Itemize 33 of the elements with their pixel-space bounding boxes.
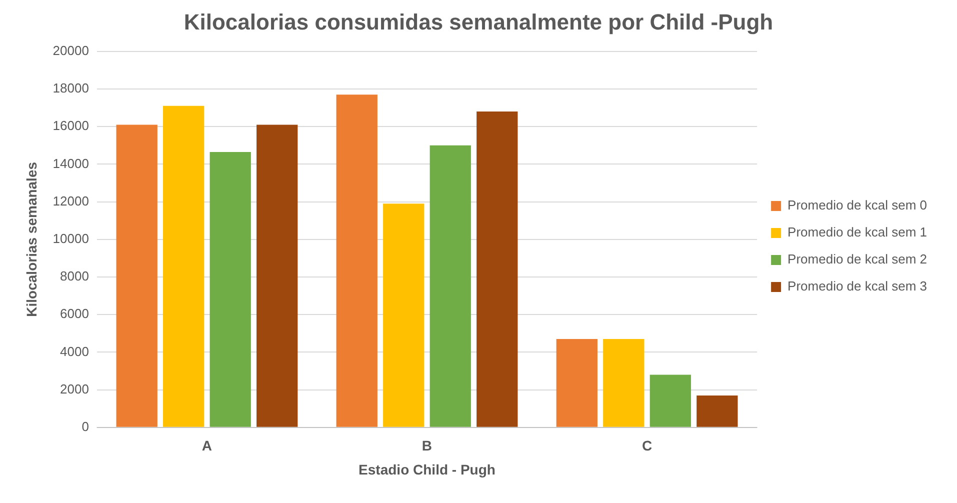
bar bbox=[696, 395, 738, 427]
bar bbox=[256, 124, 298, 427]
y-tick-label: 0 bbox=[82, 418, 89, 434]
bar bbox=[336, 94, 378, 427]
x-tick-label: C bbox=[642, 438, 652, 454]
y-tick-label: 18000 bbox=[52, 80, 89, 96]
y-tick-label: 16000 bbox=[52, 118, 89, 134]
bar bbox=[650, 374, 691, 427]
y-tick-label: 20000 bbox=[52, 42, 89, 58]
legend-label: Promedio de kcal sem 1 bbox=[788, 224, 927, 240]
legend-label: Promedio de kcal sem 0 bbox=[788, 198, 927, 213]
bar bbox=[116, 124, 158, 427]
y-tick-label: 6000 bbox=[60, 306, 89, 322]
bar bbox=[210, 152, 251, 427]
x-axis-title: Estadio Child - Pugh bbox=[358, 461, 496, 478]
bar bbox=[603, 339, 644, 427]
x-tick-label: B bbox=[422, 438, 432, 454]
y-axis-title: Kilocalorias semanales bbox=[23, 162, 40, 317]
y-tick-label: 4000 bbox=[60, 344, 89, 359]
y-tick-label: 8000 bbox=[60, 268, 89, 284]
y-tick-label: 14000 bbox=[52, 156, 89, 171]
y-tick-label: 2000 bbox=[60, 381, 89, 396]
bar bbox=[476, 112, 518, 427]
bar bbox=[556, 339, 598, 427]
y-tick-label: 10000 bbox=[52, 230, 89, 246]
bar bbox=[383, 204, 424, 427]
legend-label: Promedio de kcal sem 3 bbox=[788, 278, 927, 294]
chart-title: Kilocalorias consumidas semanalmente por Child -Pugh bbox=[184, 9, 774, 34]
bar bbox=[163, 106, 204, 427]
legend-label: Promedio de kcal sem 2 bbox=[788, 252, 927, 267]
y-tick-label: 12000 bbox=[52, 193, 89, 208]
x-tick-label: A bbox=[202, 438, 212, 454]
bar bbox=[430, 145, 471, 427]
